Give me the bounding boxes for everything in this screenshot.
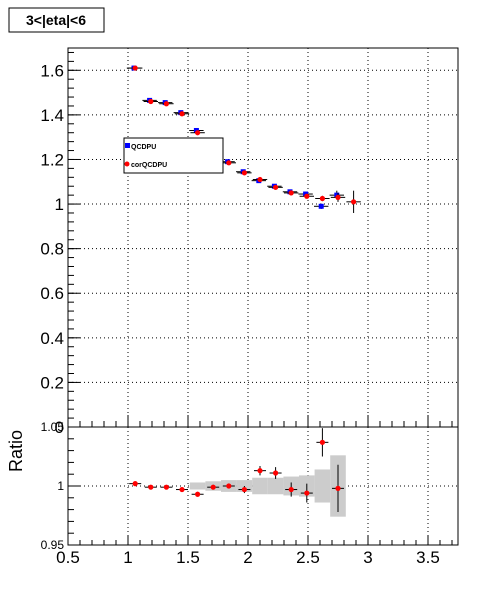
legend-label-qcdpu: QCDPU xyxy=(131,144,156,151)
ratio-point xyxy=(304,490,310,496)
corqcdpu-point xyxy=(226,160,232,166)
legend: QCDPU corQCDPU xyxy=(123,137,224,174)
x-tick-label: 1 xyxy=(123,548,132,567)
ratio-y-tick-label: 1.05 xyxy=(41,420,65,434)
ratio-point xyxy=(257,468,263,474)
ratio-band-segment xyxy=(189,482,206,490)
main-grid xyxy=(68,48,458,427)
corqcdpu-point xyxy=(148,98,154,105)
ratio-point xyxy=(179,486,185,493)
qcdpu-point xyxy=(318,203,324,209)
main-y-tick-label: 1.6 xyxy=(40,61,64,80)
ratio-point xyxy=(241,486,247,493)
legend-label-corqcdpu: corQCDPU xyxy=(131,162,167,169)
corqcdpu-point xyxy=(319,195,325,202)
corqcdpu-point xyxy=(335,194,341,200)
main-y-tick-label: 1 xyxy=(55,195,64,214)
legend-marker-corqcdpu xyxy=(124,161,130,167)
main-y-tick-label: 0.2 xyxy=(40,373,64,392)
main-y-tick-label: 0.4 xyxy=(40,329,64,348)
ratio-grid xyxy=(68,427,458,545)
corqcdpu-point xyxy=(195,130,201,136)
ratio-point xyxy=(335,485,341,491)
corqcdpu-point xyxy=(273,184,279,190)
ratio-y-tick-label: 1 xyxy=(57,479,64,493)
chart-title: 3<|eta|<6 xyxy=(26,12,86,28)
ratio-point xyxy=(288,486,294,493)
ratio-point xyxy=(195,491,201,497)
ratio-y-axis-title: Ratio xyxy=(6,430,26,472)
x-axis: 0.5 1 1.5 2 2.5 3 3.5 xyxy=(56,415,453,567)
ratio-point xyxy=(148,484,154,490)
main-y-tick-label: 0 xyxy=(55,418,64,437)
corqcdpu-point xyxy=(241,170,247,176)
legend-marker-qcdpu xyxy=(125,143,130,148)
ratio-y-axis: 0.95 1 1.05 xyxy=(41,420,80,552)
main-y-tick-label: 0.8 xyxy=(40,240,64,259)
ratio-point xyxy=(210,484,216,490)
ratio-band-segment xyxy=(252,477,268,495)
ratio-point xyxy=(273,470,279,476)
ratio-point xyxy=(132,481,138,487)
x-tick-label: 1.5 xyxy=(176,548,200,567)
ratio-point xyxy=(319,439,325,445)
corqcdpu-point xyxy=(288,190,294,196)
ratio-band-segment xyxy=(314,469,331,503)
title-box: 3<|eta|<6 xyxy=(8,7,105,33)
corqcdpu-point xyxy=(304,193,310,199)
ratio-band-segment xyxy=(267,477,284,495)
corqcdpu-point xyxy=(257,176,263,183)
ratio-plot-panel: 0.95 1 1.05 Ratio xyxy=(6,420,459,552)
x-tick-label: 2.5 xyxy=(296,548,320,567)
ratio-point xyxy=(226,483,232,489)
corqcdpu-point xyxy=(163,101,169,107)
corqcdpu-point xyxy=(132,65,138,71)
x-tick-label: 0.5 xyxy=(56,548,80,567)
corqcdpu-point xyxy=(351,199,357,205)
main-y-tick-label: 1.2 xyxy=(40,150,64,169)
main-plot-frame xyxy=(67,47,459,428)
x-tick-label: 2 xyxy=(243,548,252,567)
main-y-tick-label: 1.4 xyxy=(40,106,64,125)
x-tick-label: 3 xyxy=(363,548,372,567)
main-y-axis: 0 0.2 0.4 0.6 0.8 1 1.2 1.4 1.6 xyxy=(40,51,80,437)
x-tick-label: 3.5 xyxy=(416,548,440,567)
ratio-point xyxy=(163,484,169,490)
ratio-y-tick-label: 0.95 xyxy=(41,538,65,552)
main-y-tick-label: 0.6 xyxy=(40,284,64,303)
main-plot-panel: 0 0.2 0.4 0.6 0.8 1 1.2 1.4 1.6 QCDPU corQCDPU xyxy=(40,47,459,437)
corqcdpu-point xyxy=(179,111,185,117)
ratio-series xyxy=(129,428,344,512)
